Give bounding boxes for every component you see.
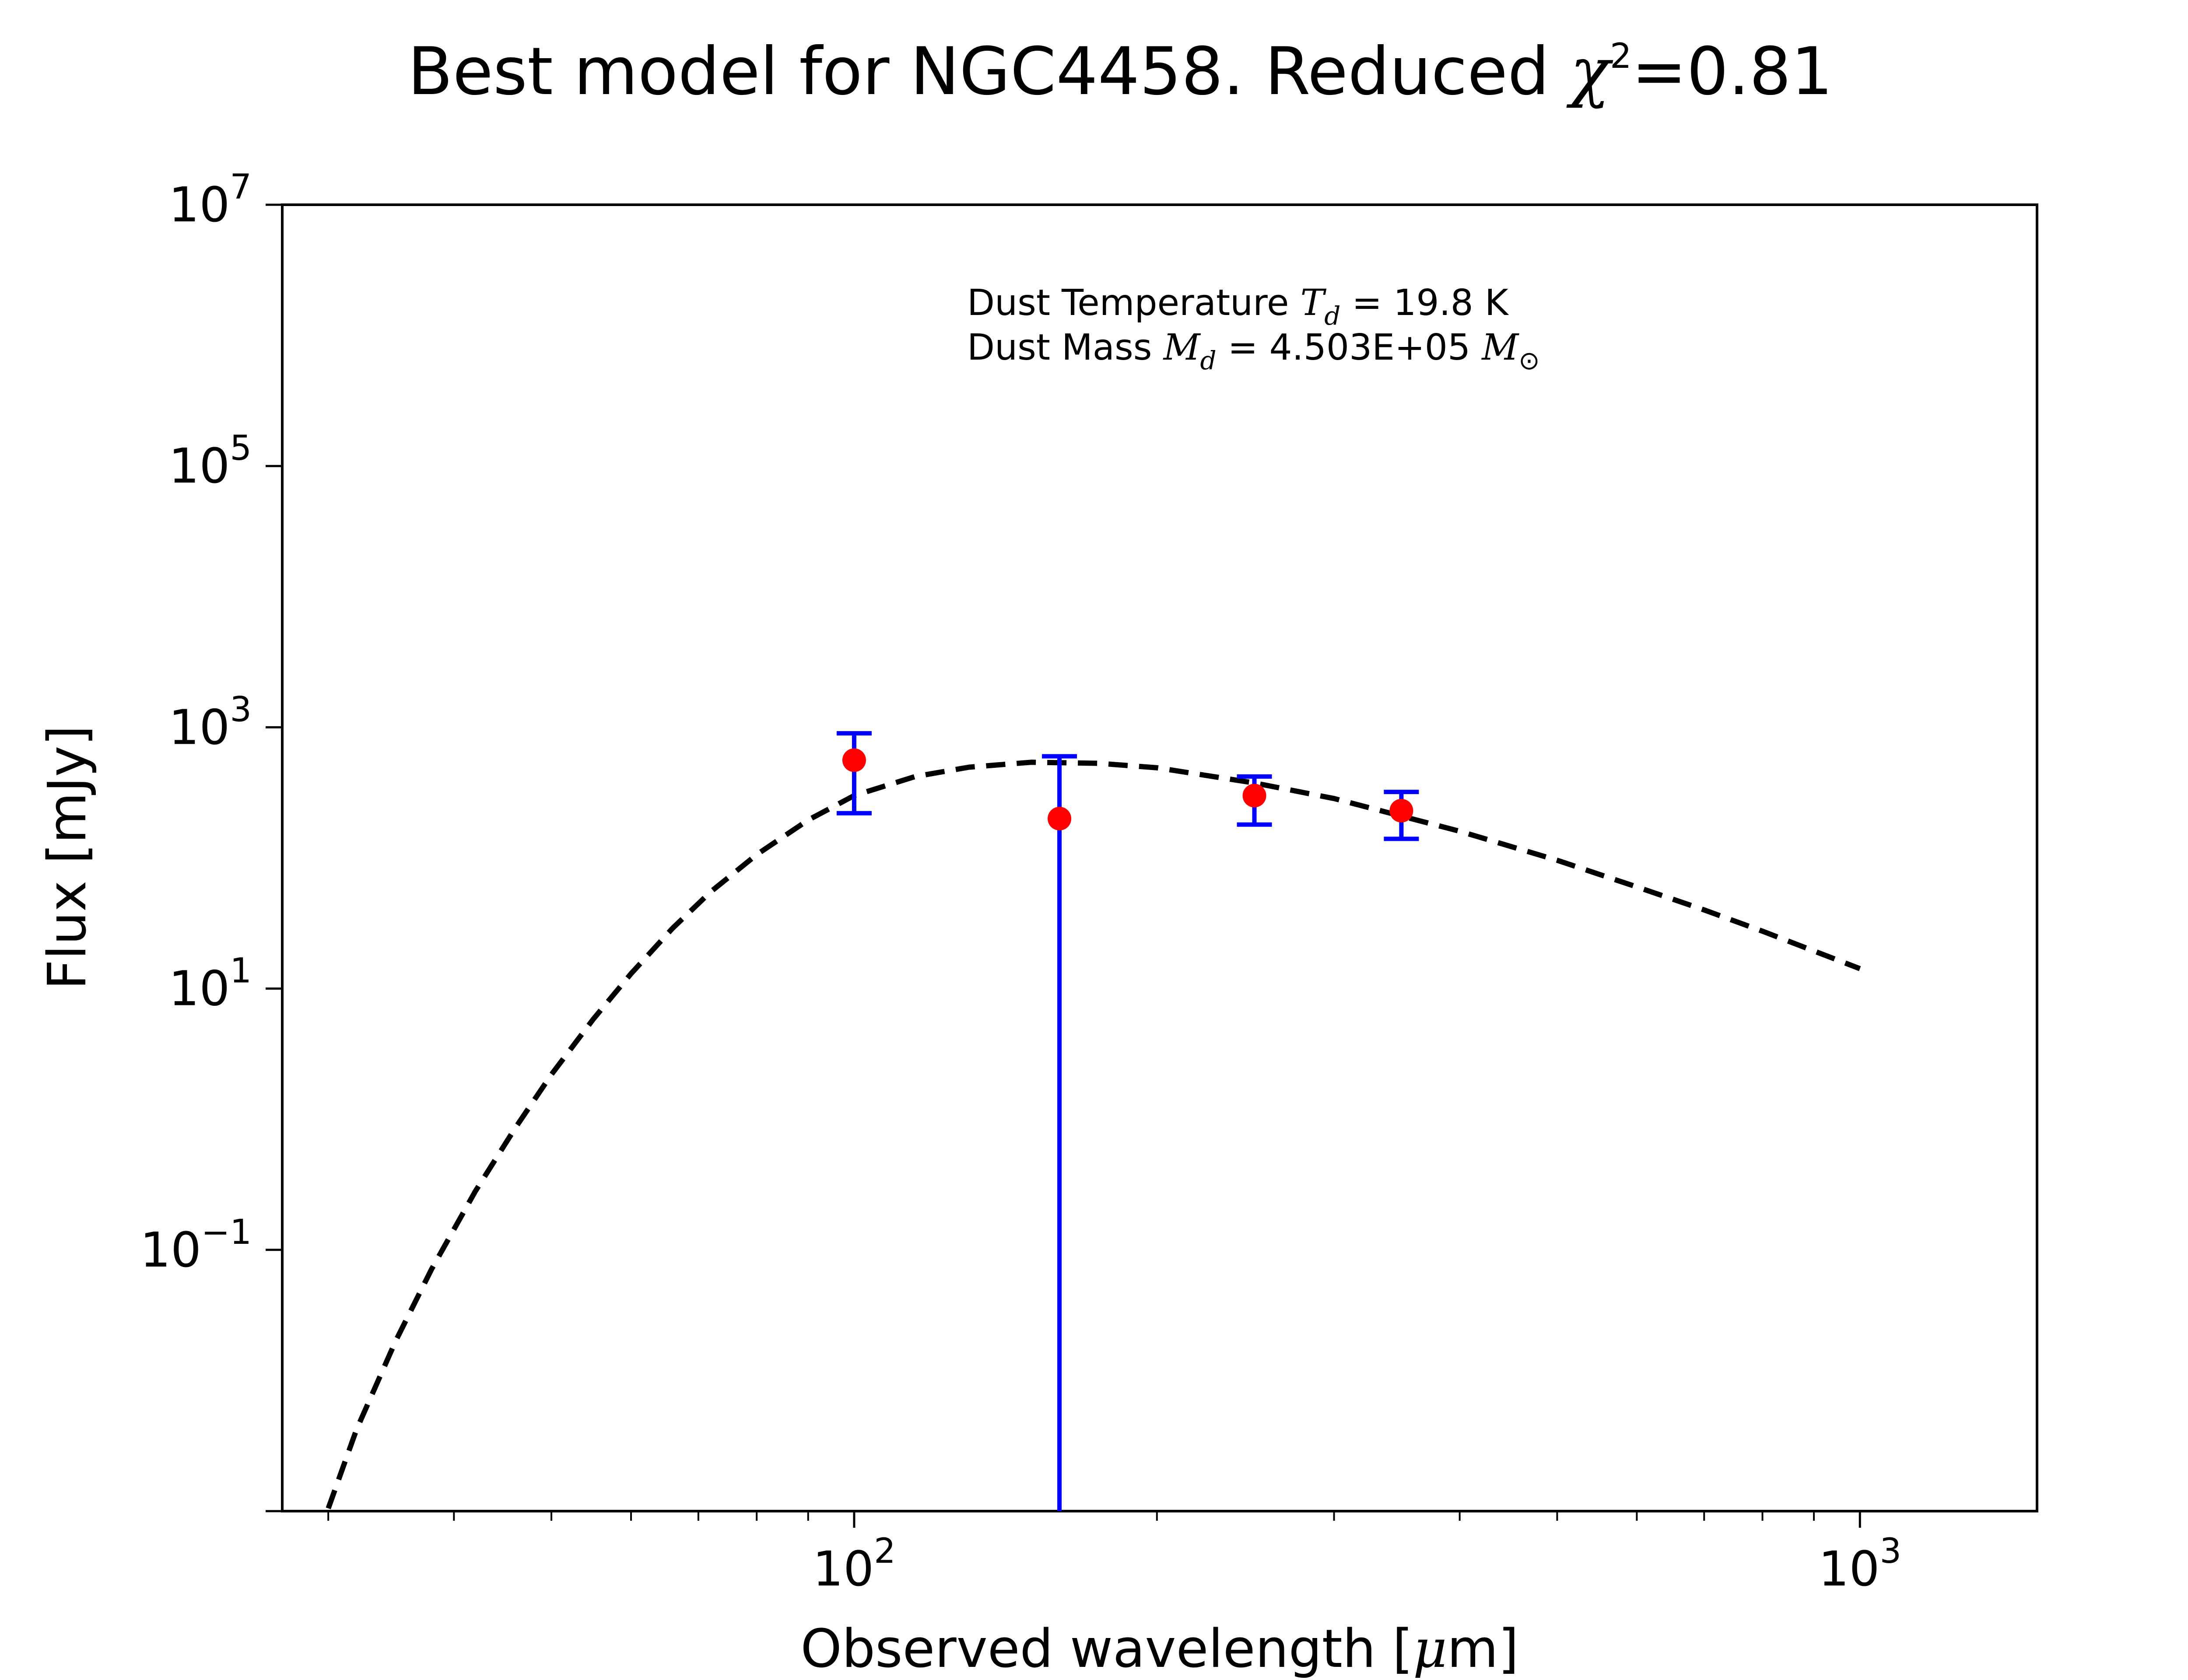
data-point — [1389, 798, 1413, 822]
data-point-layer — [842, 748, 1413, 831]
y-tick-label: 105 — [168, 429, 252, 494]
y-tick-label: 103 — [168, 690, 252, 755]
model-curve — [326, 760, 1861, 1509]
y-tick-label: 107 — [168, 168, 252, 233]
y-axis-label: Flux [mJy] — [37, 725, 98, 990]
annotation-dust-mass: Dust Mass Md = 4.503E+05 M⊙ — [967, 327, 1540, 375]
x-tick-label: 102 — [813, 1532, 896, 1597]
model-curve-layer — [326, 760, 1861, 1509]
data-point — [842, 748, 866, 772]
tick-layer: 102 103 107 105 103 101 10−1 — [140, 168, 1901, 1597]
errorbar-layer — [836, 731, 1419, 1511]
x-axis-label: Observed wavelength [μm] — [800, 1619, 1518, 1680]
x-tick-label: 103 — [1818, 1532, 1901, 1597]
data-point — [1242, 784, 1266, 808]
y-tick-label: 10−1 — [140, 1213, 252, 1278]
chart-title: Best model for NGC4458. Reduced χ2=0.81 — [408, 34, 1833, 110]
data-point — [1048, 807, 1072, 831]
y-tick-label: 101 — [168, 952, 252, 1017]
annotation-dust-temperature: Dust Temperature Td = 19.8 K — [967, 282, 1509, 331]
plot-area — [281, 203, 2038, 1512]
